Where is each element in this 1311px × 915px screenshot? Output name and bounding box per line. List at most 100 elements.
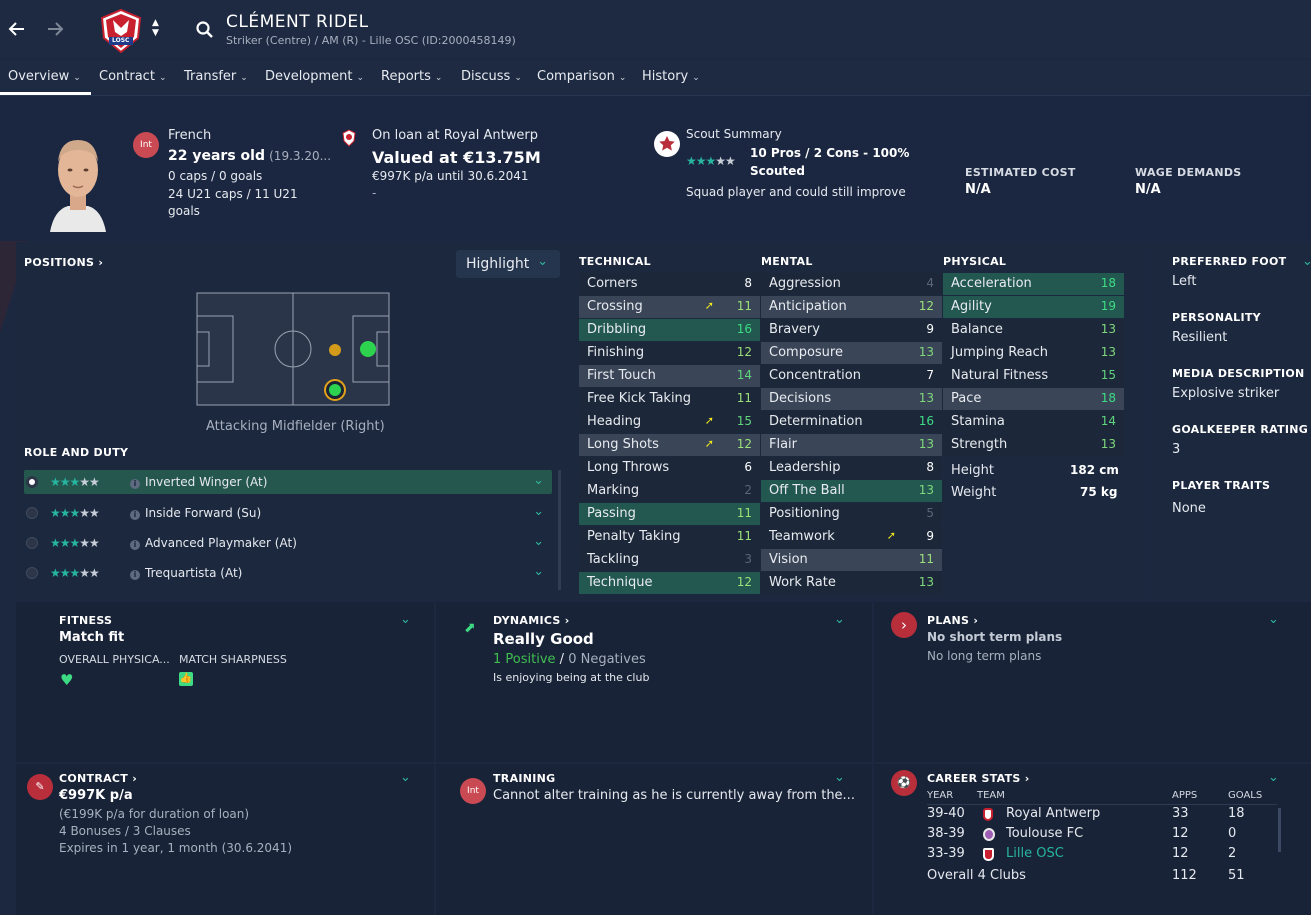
chevron-down-icon[interactable]: ⌄	[533, 534, 544, 549]
role-radio[interactable]	[26, 476, 38, 488]
mental-title: MENTAL	[761, 255, 813, 268]
tab-label: Comparison	[537, 69, 615, 84]
attribute-row-positioning[interactable]: Positioning 5	[761, 503, 942, 525]
highlight-dropdown[interactable]: Highlight ⌄	[456, 250, 560, 278]
chevron-down-icon[interactable]: ⌄	[1302, 254, 1311, 269]
dynamics-title[interactable]: DYNAMICS ›	[493, 614, 570, 627]
contract-title[interactable]: CONTRACT ›	[59, 772, 137, 785]
attribute-row-marking[interactable]: Marking 2	[579, 480, 760, 502]
position-marker-am-c	[329, 344, 341, 356]
role-option-trequartista[interactable]: ★★★★★ i Trequartista (At) ⌄	[24, 561, 552, 585]
career-team[interactable]: Royal Antwerp	[1006, 806, 1101, 821]
chevron-down-icon[interactable]: ⌄	[834, 612, 845, 627]
attribute-row-work-rate[interactable]: Work Rate 13	[761, 572, 942, 594]
chevron-down-icon[interactable]: ⌄	[1268, 770, 1279, 785]
attribute-row-acceleration[interactable]: Acceleration 18	[943, 273, 1124, 295]
career-row[interactable]: 33-39 Lille OSC 12 2	[927, 846, 1277, 866]
attribute-row-technique[interactable]: Technique 12	[579, 572, 760, 594]
attribute-row-teamwork[interactable]: Teamwork ➚ 9	[761, 526, 942, 548]
chevron-down-icon[interactable]: ⌄	[400, 770, 411, 785]
attribute-row-heading[interactable]: Heading ➚ 15	[579, 411, 760, 433]
attribute-row-long-shots[interactable]: Long Shots ➚ 12	[579, 434, 760, 456]
roles-scrollbar[interactable]	[558, 470, 561, 590]
attribute-row-decisions[interactable]: Decisions 13	[761, 388, 942, 410]
tab-reports[interactable]: Reports ⌄	[381, 69, 442, 84]
positions-title[interactable]: POSITIONS ›	[24, 256, 103, 269]
attribute-row-balance[interactable]: Balance 13	[943, 319, 1124, 341]
tab-overview[interactable]: Overview ⌄	[8, 69, 81, 84]
role-option-inside-forward[interactable]: ★★★★★ i Inside Forward (Su) ⌄	[24, 501, 552, 525]
club-badge-icon	[983, 848, 994, 861]
chevron-down-icon[interactable]: ⌄	[1268, 612, 1279, 627]
progress-arrow-icon: ➚	[704, 437, 714, 450]
attribute-row-leadership[interactable]: Leadership 8	[761, 457, 942, 479]
club-logo[interactable]: LOSC	[98, 8, 144, 54]
attribute-row-penalty-taking[interactable]: Penalty Taking 11	[579, 526, 760, 548]
attribute-row-vision[interactable]: Vision 11	[761, 549, 942, 571]
attribute-row-corners[interactable]: Corners 8	[579, 273, 760, 295]
attribute-row-composure[interactable]: Composure 13	[761, 342, 942, 364]
attribute-value: 13	[1100, 437, 1116, 451]
back-icon[interactable]	[6, 18, 28, 40]
role-option-advanced-playmaker[interactable]: ★★★★★ i Advanced Playmaker (At) ⌄	[24, 531, 552, 555]
attribute-row-aggression[interactable]: Aggression 4	[761, 273, 942, 295]
gk-rating: 3	[1172, 442, 1181, 457]
tab-comparison[interactable]: Comparison ⌄	[537, 69, 626, 84]
attribute-row-crossing[interactable]: Crossing ➚ 11	[579, 296, 760, 318]
attribute-row-strength[interactable]: Strength 13	[943, 434, 1124, 456]
match-sharpness-label: MATCH SHARPNESS	[179, 653, 287, 666]
chevron-down-icon[interactable]: ⌄	[533, 504, 544, 519]
attribute-row-pace[interactable]: Pace 18	[943, 388, 1124, 410]
personality: Resilient	[1172, 330, 1228, 345]
role-radio[interactable]	[26, 537, 38, 549]
role-radio[interactable]	[26, 567, 38, 579]
club-switch-icon[interactable]: ▲ ▼	[152, 18, 159, 38]
attribute-row-flair[interactable]: Flair 13	[761, 434, 942, 456]
attribute-row-free-kick-taking[interactable]: Free Kick Taking 11	[579, 388, 760, 410]
attribute-name: Composure	[769, 345, 843, 360]
attribute-row-first-touch[interactable]: First Touch 14	[579, 365, 760, 387]
attribute-row-natural-fitness[interactable]: Natural Fitness 15	[943, 365, 1124, 387]
tab-development[interactable]: Development ⌄	[265, 69, 364, 84]
attribute-row-tackling[interactable]: Tackling 3	[579, 549, 760, 571]
attribute-row-passing[interactable]: Passing 11	[579, 503, 760, 525]
career-team[interactable]: Lille OSC	[1006, 846, 1064, 861]
tab-transfer[interactable]: Transfer ⌄	[184, 69, 248, 84]
career-team[interactable]: Toulouse FC	[1006, 826, 1084, 841]
wage-demands: N/A	[1135, 182, 1161, 197]
attribute-row-stamina[interactable]: Stamina 14	[943, 411, 1124, 433]
attribute-value: 14	[1100, 414, 1116, 428]
role-stars: ★★★★★	[50, 566, 100, 580]
attribute-row-dribbling[interactable]: Dribbling 16	[579, 319, 760, 341]
role-option-inverted-winger[interactable]: ★★★★★ i Inverted Winger (At) ⌄	[24, 470, 552, 494]
attribute-row-bravery[interactable]: Bravery 9	[761, 319, 942, 341]
club-badge-icon	[983, 808, 993, 821]
tab-contract[interactable]: Contract ⌄	[99, 69, 166, 84]
attribute-name: Crossing	[587, 299, 643, 314]
career-divider	[927, 804, 1277, 805]
attribute-row-determination[interactable]: Determination 16	[761, 411, 942, 433]
attribute-row-anticipation[interactable]: Anticipation 12	[761, 296, 942, 318]
career-row[interactable]: 39-40 Royal Antwerp 33 18	[927, 806, 1277, 826]
chevron-down-icon[interactable]: ⌄	[834, 770, 845, 785]
attribute-row-jumping-reach[interactable]: Jumping Reach 13	[943, 342, 1124, 364]
attribute-row-concentration[interactable]: Concentration 7	[761, 365, 942, 387]
attribute-row-off-the-ball[interactable]: Off The Ball 13	[761, 480, 942, 502]
chevron-down-icon[interactable]: ⌄	[400, 612, 411, 627]
chevron-down-icon[interactable]: ⌄	[533, 473, 544, 488]
career-title[interactable]: CAREER STATS ›	[927, 772, 1030, 785]
career-row[interactable]: 38-39 Toulouse FC 12 0	[927, 826, 1277, 846]
attribute-row-long-throws[interactable]: Long Throws 6	[579, 457, 760, 479]
player-avatar	[46, 132, 110, 232]
tab-discuss[interactable]: Discuss ⌄	[461, 69, 522, 84]
attribute-name: Vision	[769, 552, 808, 567]
chevron-down-icon[interactable]: ⌄	[533, 564, 544, 579]
role-radio[interactable]	[26, 507, 38, 519]
search-icon[interactable]	[195, 20, 215, 40]
forward-icon[interactable]	[44, 18, 66, 40]
tab-history[interactable]: History ⌄	[642, 69, 700, 84]
attribute-row-agility[interactable]: Agility 19	[943, 296, 1124, 318]
attribute-row-finishing[interactable]: Finishing 12	[579, 342, 760, 364]
plans-title[interactable]: PLANS ›	[927, 614, 978, 627]
career-scrollbar[interactable]	[1278, 808, 1281, 852]
